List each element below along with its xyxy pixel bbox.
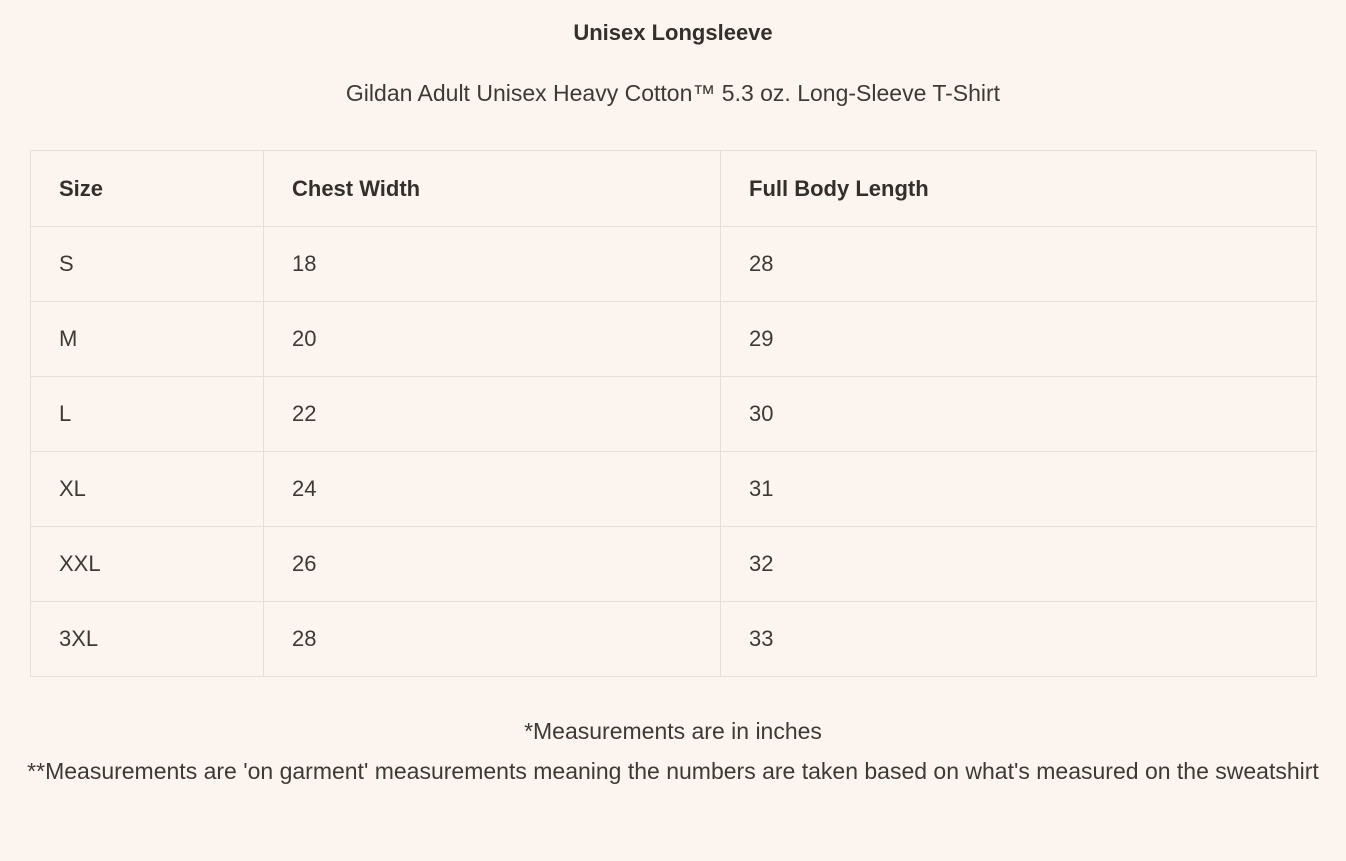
size-cell: M bbox=[30, 301, 264, 378]
full-body-length-cell: 31 bbox=[720, 451, 1317, 528]
table-row: L 22 30 bbox=[30, 376, 1317, 453]
chest-width-cell: 20 bbox=[263, 301, 721, 378]
column-header-full-body-length: Full Body Length bbox=[720, 150, 1317, 228]
chest-width-cell: 24 bbox=[263, 451, 721, 528]
chest-width-cell: 28 bbox=[263, 601, 721, 678]
size-cell: 3XL bbox=[30, 601, 264, 678]
chest-width-cell: 26 bbox=[263, 526, 721, 603]
footnote-garment: **Measurements are 'on garment' measurem… bbox=[27, 758, 1319, 785]
table-row: XXL 26 32 bbox=[30, 526, 1317, 603]
table-row: XL 24 31 bbox=[30, 451, 1317, 528]
size-chart-table: Size Chest Width Full Body Length S 18 2… bbox=[30, 150, 1317, 678]
full-body-length-cell: 29 bbox=[720, 301, 1317, 378]
chest-width-cell: 18 bbox=[263, 226, 721, 303]
page-title: Unisex Longsleeve bbox=[573, 20, 773, 45]
size-cell: L bbox=[30, 376, 264, 453]
size-cell: S bbox=[30, 226, 264, 303]
chest-width-cell: 22 bbox=[263, 376, 721, 453]
size-cell: XXL bbox=[30, 526, 264, 603]
table-header-row: Size Chest Width Full Body Length bbox=[30, 150, 1317, 228]
full-body-length-cell: 32 bbox=[720, 526, 1317, 603]
column-header-size: Size bbox=[30, 150, 264, 228]
measurement-footnotes: *Measurements are in inches **Measuremen… bbox=[22, 711, 1324, 819]
table-row: M 20 29 bbox=[30, 301, 1317, 378]
full-body-length-cell: 33 bbox=[720, 601, 1317, 678]
page-subtitle: Gildan Adult Unisex Heavy Cotton™ 5.3 oz… bbox=[345, 80, 1001, 107]
table-row: S 18 28 bbox=[30, 226, 1317, 303]
size-cell: XL bbox=[30, 451, 264, 528]
column-header-chest-width: Chest Width bbox=[263, 150, 721, 228]
footnote-inches: *Measurements are in inches bbox=[524, 718, 822, 745]
full-body-length-cell: 28 bbox=[720, 226, 1317, 303]
table-row: 3XL 28 33 bbox=[30, 601, 1317, 678]
full-body-length-cell: 30 bbox=[720, 376, 1317, 453]
